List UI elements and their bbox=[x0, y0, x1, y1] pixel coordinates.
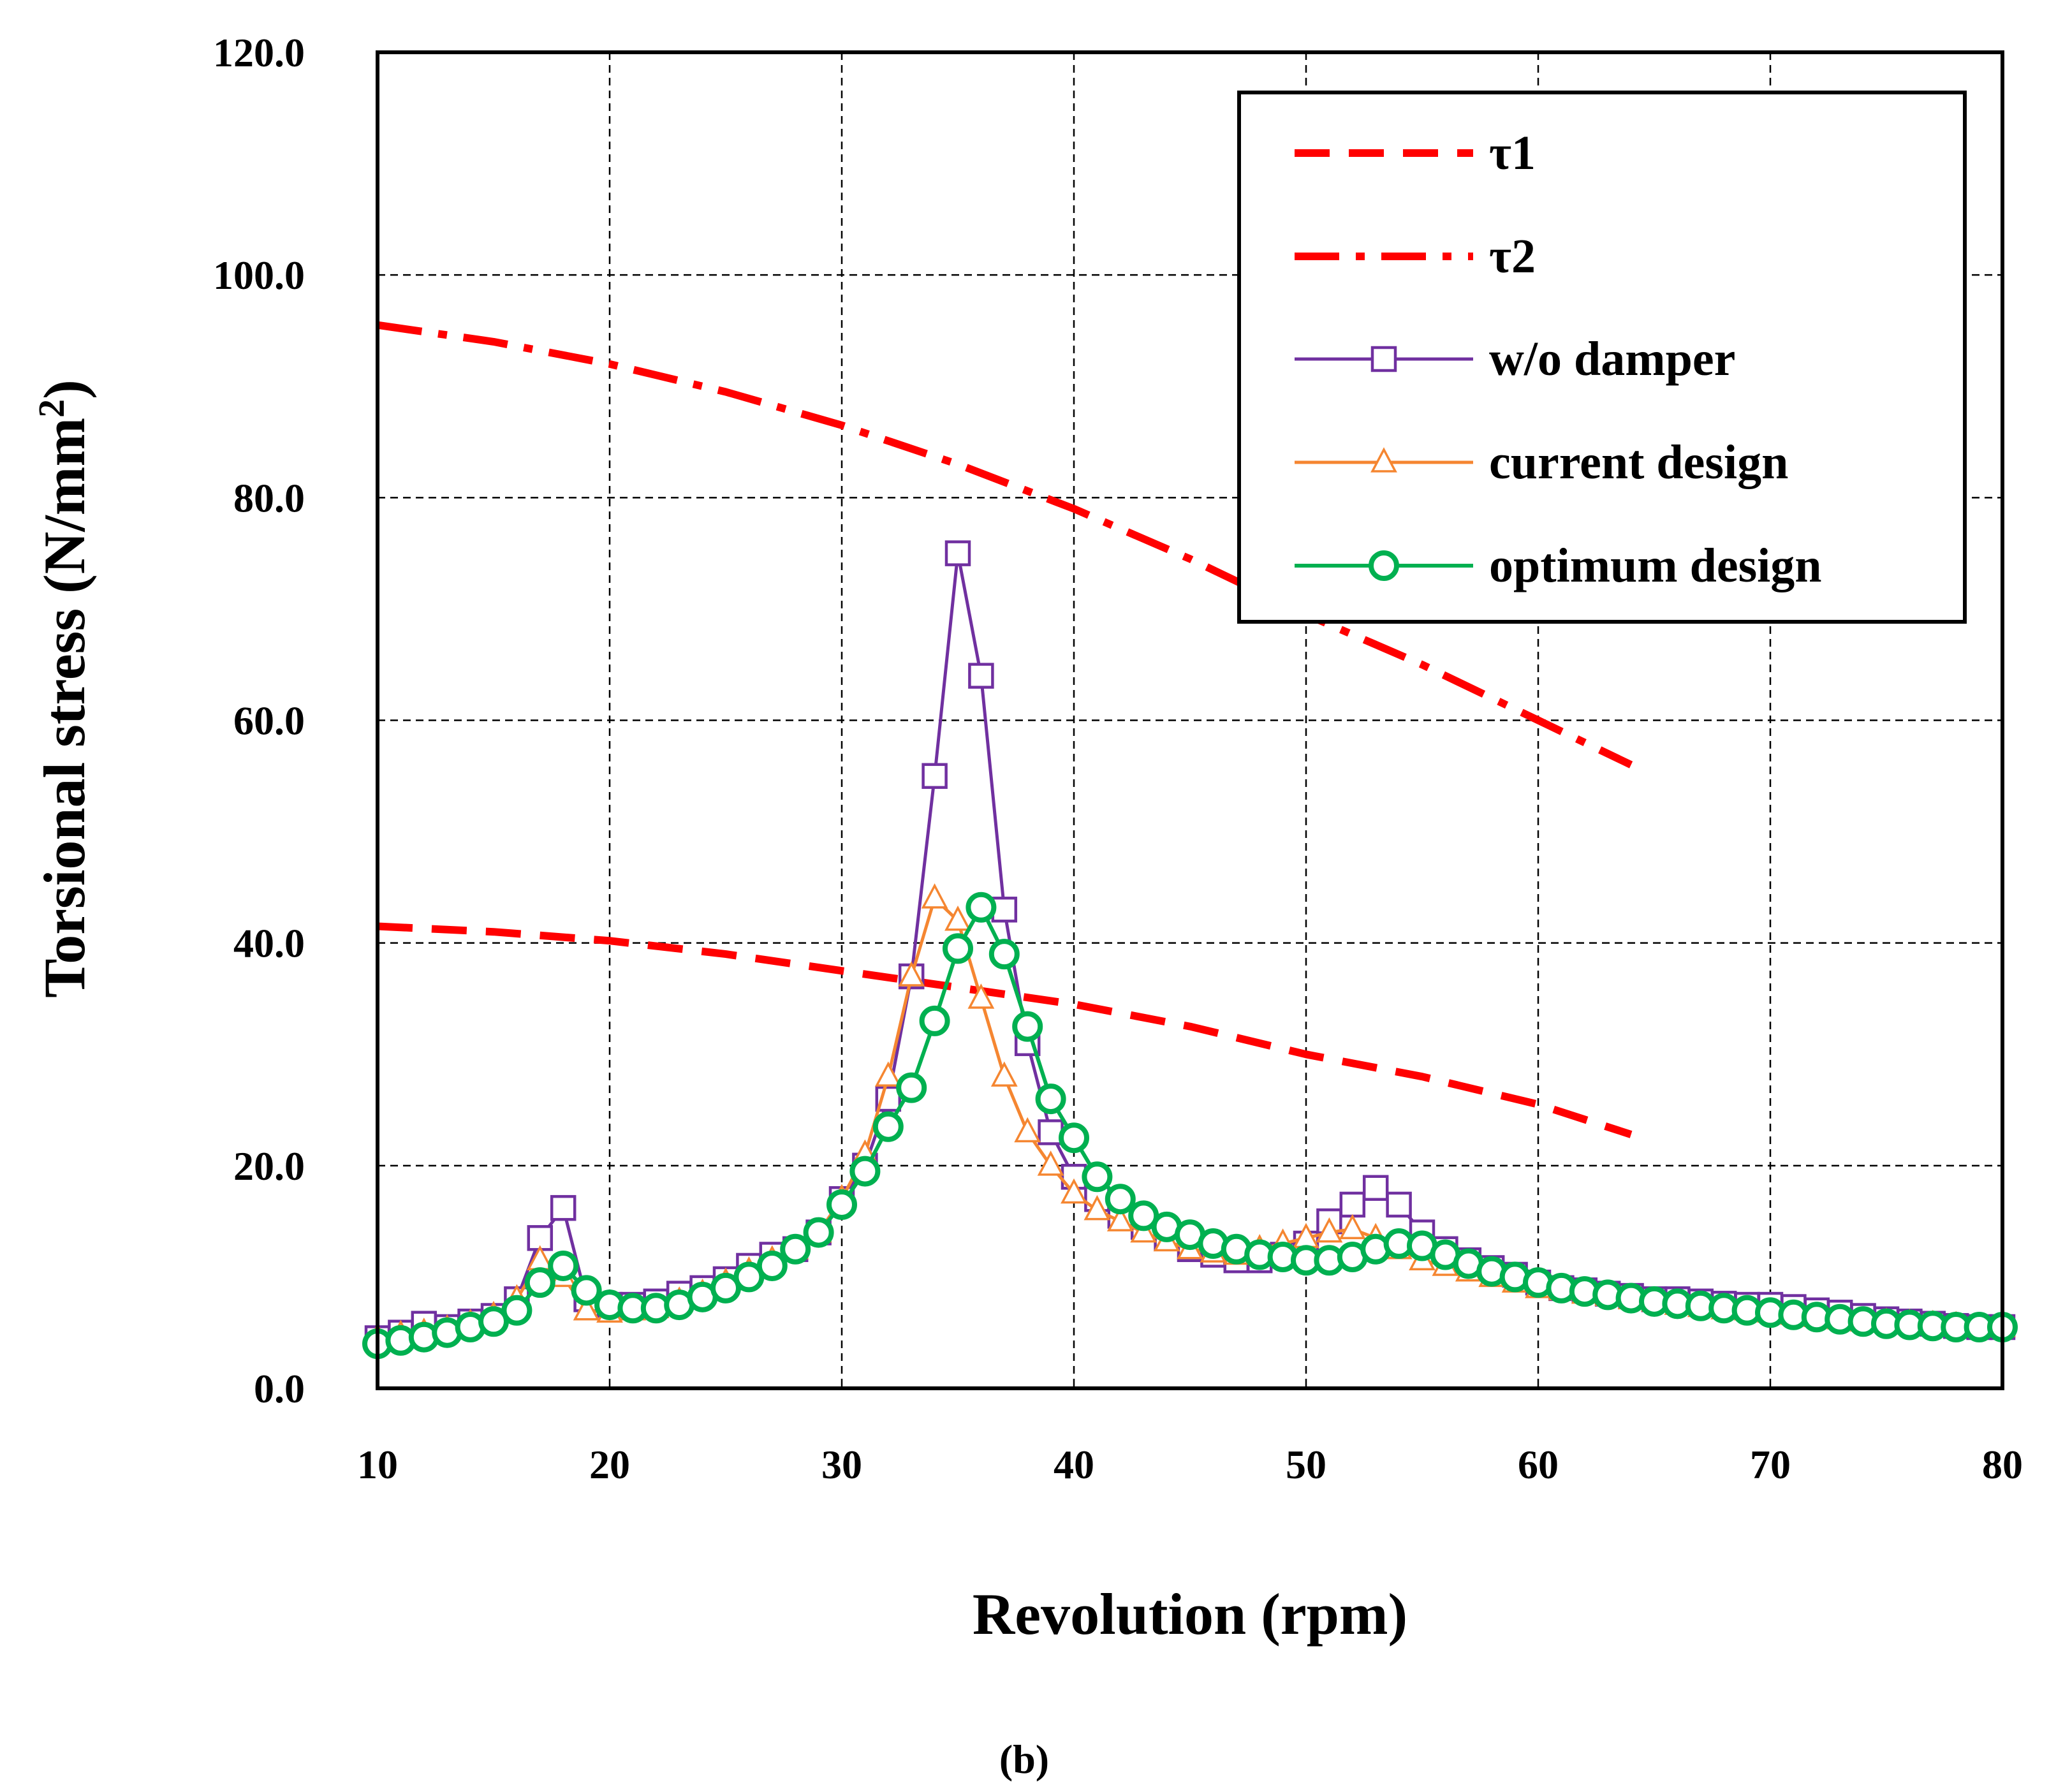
data-point bbox=[872, 1111, 904, 1142]
y-tick-label: 120.0 bbox=[213, 30, 305, 75]
x-tick-label: 40 bbox=[1054, 1442, 1094, 1487]
y-tick-label: 80.0 bbox=[233, 475, 305, 520]
data-point bbox=[1339, 1214, 1366, 1240]
y-axis-label-main: Torsional stress (N/mm bbox=[32, 418, 97, 998]
series-1 bbox=[377, 321, 1633, 768]
data-point bbox=[967, 983, 995, 1009]
legend-item-3: current design bbox=[1295, 436, 1788, 489]
data-point bbox=[1014, 1117, 1041, 1143]
data-point bbox=[1386, 1191, 1412, 1218]
ticks: 10 20 30 40 50 60 70 80 0.0 20.0 40.0 60.0 80.0 100.0… bbox=[213, 30, 2023, 1487]
data-point bbox=[968, 663, 994, 689]
data-point bbox=[922, 763, 948, 790]
data-point bbox=[990, 1061, 1018, 1087]
x-tick-label: 50 bbox=[1286, 1442, 1326, 1487]
data-point bbox=[944, 906, 971, 931]
data-point bbox=[1082, 1161, 1113, 1193]
x-tick-label: 60 bbox=[1518, 1442, 1559, 1487]
y-tick-label: 0.0 bbox=[254, 1366, 305, 1411]
legend-label: τ2 bbox=[1489, 230, 1536, 283]
y-tick-label: 100.0 bbox=[213, 253, 305, 298]
data-point bbox=[1339, 1191, 1366, 1218]
legend-label: τ1 bbox=[1489, 126, 1536, 180]
data-point bbox=[1083, 1194, 1111, 1221]
legend-item-1: τ2 bbox=[1295, 230, 1536, 283]
data-point bbox=[943, 933, 973, 964]
x-tick-label: 70 bbox=[1750, 1442, 1791, 1487]
plot-frame bbox=[376, 50, 2004, 1390]
legend-label: optimum design bbox=[1489, 539, 1822, 592]
legend-item-0: τ1 bbox=[1295, 126, 1536, 180]
series-line bbox=[377, 897, 2002, 1340]
legend-box bbox=[1237, 91, 1967, 624]
legend-label: current design bbox=[1489, 436, 1788, 489]
data-point bbox=[898, 961, 925, 987]
x-tick-label: 80 bbox=[1982, 1442, 2023, 1487]
data-point bbox=[571, 1275, 602, 1306]
legend-label: w/o damper bbox=[1489, 332, 1735, 386]
series-3 bbox=[364, 883, 2016, 1349]
legend: τ1 τ2 w/o damper current design optimum desi… bbox=[1237, 91, 1967, 624]
data-point bbox=[944, 540, 971, 566]
y-tick-label: 20.0 bbox=[233, 1143, 305, 1189]
data-point bbox=[1035, 1083, 1066, 1115]
data-point bbox=[919, 1005, 950, 1036]
y-axis-label-close: ) bbox=[32, 379, 97, 399]
figure-caption: (b) bbox=[999, 1737, 1049, 1782]
data-point bbox=[573, 1295, 600, 1321]
data-point bbox=[874, 1061, 902, 1087]
data-point bbox=[1059, 1122, 1089, 1154]
data-point bbox=[501, 1295, 532, 1326]
series-4 bbox=[362, 892, 2018, 1360]
legend-swatch-marker bbox=[1369, 550, 1399, 581]
legend-swatch-marker bbox=[1370, 447, 1397, 473]
data-point bbox=[1105, 1184, 1136, 1215]
data-point bbox=[896, 1072, 927, 1103]
y-tick-label: 60.0 bbox=[233, 698, 305, 744]
data-point bbox=[991, 897, 1018, 923]
y-axis-label: Torsional stress (N/mm2) bbox=[31, 379, 97, 997]
data-point bbox=[1106, 1206, 1134, 1231]
data-point bbox=[1061, 1178, 1087, 1204]
data-point bbox=[803, 1217, 834, 1248]
y-axis-label-superscript: 2 bbox=[31, 399, 72, 418]
data-point bbox=[1038, 1119, 1064, 1145]
data-point bbox=[1316, 1217, 1343, 1243]
x-tick-label: 10 bbox=[357, 1442, 398, 1487]
data-point bbox=[524, 1267, 555, 1298]
data-point bbox=[548, 1250, 579, 1281]
x-tick-label: 20 bbox=[589, 1442, 630, 1487]
data-point bbox=[550, 1194, 577, 1221]
data-point bbox=[966, 892, 997, 923]
data-point bbox=[1362, 1175, 1389, 1201]
legend-swatch-marker bbox=[1370, 346, 1397, 372]
x-axis-label: Revolution (rpm) bbox=[973, 1582, 1407, 1647]
legend-item-2: w/o damper bbox=[1295, 332, 1735, 386]
data-point bbox=[826, 1189, 857, 1220]
data-point bbox=[849, 1156, 881, 1187]
data-point bbox=[921, 883, 948, 909]
legend-item-4: optimum design bbox=[1295, 539, 1822, 592]
y-tick-label: 40.0 bbox=[233, 921, 305, 966]
series-layer bbox=[362, 321, 2018, 1360]
data-point bbox=[780, 1233, 811, 1265]
x-tick-label: 30 bbox=[821, 1442, 862, 1487]
data-point bbox=[756, 1250, 788, 1281]
series-line bbox=[377, 905, 2002, 1346]
data-point bbox=[1012, 1011, 1043, 1042]
data-point bbox=[1037, 1150, 1064, 1176]
data-point bbox=[988, 939, 1020, 970]
series-line bbox=[377, 321, 1633, 768]
